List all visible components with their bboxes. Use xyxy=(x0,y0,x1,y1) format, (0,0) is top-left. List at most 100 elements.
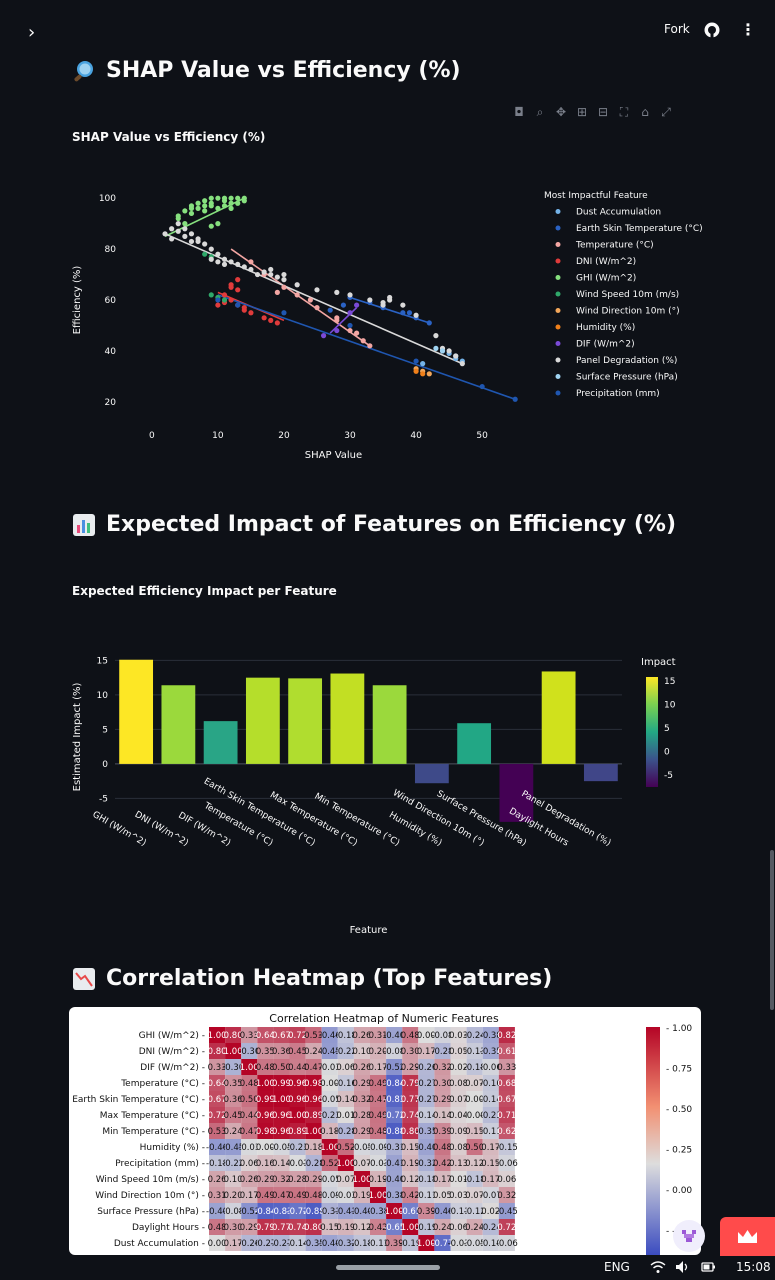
expand-sidebar-icon[interactable]: › xyxy=(28,22,36,43)
heatmap-cell xyxy=(337,1043,354,1059)
zoom-in-icon[interactable]: ⊞ xyxy=(576,105,588,119)
bar xyxy=(583,763,618,782)
heatmap-cell xyxy=(370,1203,387,1219)
streamlit-manage-button[interactable] xyxy=(720,1217,775,1257)
data-point xyxy=(202,198,208,204)
heatmap-cell xyxy=(450,1075,467,1091)
data-point xyxy=(281,284,287,290)
heatmap-cell-value: -0.46 xyxy=(319,1031,341,1041)
heatmap-cell-value: 0.48 xyxy=(433,1143,452,1153)
heatmap-cell xyxy=(482,1059,499,1075)
heatmap-cell xyxy=(241,1027,258,1043)
legend-marker xyxy=(555,374,561,379)
data-point xyxy=(215,251,221,257)
heatmap-cell xyxy=(273,1123,290,1139)
heatmap-cell xyxy=(370,1075,387,1091)
page-scrollbar[interactable] xyxy=(770,850,774,1010)
heatmap-cell xyxy=(305,1091,322,1107)
heatmap-cell xyxy=(337,1203,354,1219)
heatmap-cell-value: 1.00 xyxy=(304,1127,323,1137)
corr-section-title-text: Correlation Heatmap (Top Features) xyxy=(106,966,553,991)
fork-button[interactable]: Fork xyxy=(664,22,690,36)
legend-marker xyxy=(555,209,561,214)
bar xyxy=(245,677,280,764)
heatmap-cell-value: 0.79 xyxy=(256,1223,275,1233)
heatmap-cell-value: 0.12 xyxy=(352,1223,371,1233)
heatmap-cell xyxy=(466,1075,483,1091)
heatmap-cell xyxy=(370,1027,387,1043)
heatmap-cell-value: 0.68 xyxy=(497,1079,516,1089)
colorbar-tick: 5 xyxy=(664,724,670,734)
heatmap-cell-value: 0.77 xyxy=(401,1095,420,1105)
heatmap-cell-value: 0.47 xyxy=(272,1191,291,1201)
data-point xyxy=(347,322,353,329)
heatmap-cell-value: -0.46 xyxy=(206,1143,228,1153)
heatmap-cell xyxy=(353,1123,370,1139)
shap-scatter-chart[interactable]: 20 40 60 80 100 0 10 20 30 40 50 SHAP Value Efficien… xyxy=(60,180,720,470)
heatmap-cell-value: -0.31 xyxy=(383,1143,405,1153)
heatmap-cell xyxy=(225,1123,242,1139)
battery-icon[interactable] xyxy=(700,1260,716,1274)
heatmap-cell-value: 1.00 xyxy=(369,1191,388,1201)
heatmap-cell-value: 0.50 xyxy=(272,1063,291,1073)
home-icon[interactable]: ⌂ xyxy=(641,105,649,119)
x-tick-label: 20 xyxy=(278,431,290,441)
heatmap-cell xyxy=(305,1027,322,1043)
heatmap-cell-value: 0.01 xyxy=(449,1175,468,1185)
heatmap-cell xyxy=(370,1059,387,1075)
fullscreen-icon[interactable]: ⤢ xyxy=(661,105,671,119)
data-point xyxy=(235,277,241,283)
heatmap-cell xyxy=(321,1123,338,1139)
zoom-icon[interactable]: ⌕ xyxy=(536,105,544,119)
heatmap-cell-value: 0.15 xyxy=(320,1223,339,1233)
home-handle[interactable] xyxy=(336,1265,440,1270)
heatmap-cell-value: -0.27 xyxy=(270,1239,292,1249)
heatmap-cell-value: 0.53 xyxy=(208,1127,227,1137)
heatmap-cell-value: 0.82 xyxy=(497,1031,516,1041)
heatmap-cell-value: 0.64 xyxy=(208,1079,227,1089)
heatmap-cell-value: -0.46 xyxy=(431,1207,453,1217)
wifi-icon[interactable] xyxy=(650,1260,666,1274)
data-point xyxy=(446,348,452,354)
zoom-out-icon[interactable]: ⊟ xyxy=(597,105,609,119)
heatmap-cell xyxy=(305,1187,322,1203)
heatmap-cell xyxy=(273,1171,290,1187)
language-indicator[interactable]: ENG xyxy=(604,1260,630,1274)
data-point xyxy=(347,310,353,316)
camera-icon[interactable]: ◘ xyxy=(514,105,524,119)
heatmap-cell xyxy=(321,1043,338,1059)
heatmap-cell-value: 0.33 xyxy=(497,1063,516,1073)
heatmap-cell xyxy=(482,1155,499,1171)
data-point xyxy=(439,348,446,354)
github-icon[interactable] xyxy=(704,22,720,38)
data-point xyxy=(406,310,413,316)
y-axis-title: Estimated Impact (%) xyxy=(72,683,83,792)
heatmap-cell-value: -0.11 xyxy=(448,1207,470,1217)
heatmap-cell-value: -0.40 xyxy=(351,1207,373,1217)
heatmap-cell-value: -0.22 xyxy=(222,1159,244,1169)
heatmap-cell xyxy=(434,1203,451,1219)
heatmap-cell xyxy=(482,1139,499,1155)
heatmap-cell xyxy=(257,1219,274,1235)
heatmap-cell-value: 0.29 xyxy=(304,1175,323,1185)
heatmap-cell-value: 0.44 xyxy=(240,1111,259,1121)
heatmap-cell xyxy=(450,1107,467,1123)
heatmap-cell xyxy=(353,1235,370,1251)
volume-icon[interactable] xyxy=(675,1260,691,1274)
assistant-avatar-button[interactable] xyxy=(673,1220,705,1252)
heatmap-cell-value: 0.19 xyxy=(336,1223,355,1233)
data-point xyxy=(334,317,340,323)
heatmap-cell xyxy=(353,1043,370,1059)
data-point xyxy=(334,289,340,295)
heatmap-cell-value: -0.22 xyxy=(335,1047,357,1057)
autoscale-icon[interactable]: ⛶ xyxy=(619,105,629,119)
heatmap-cell xyxy=(337,1155,354,1171)
data-point xyxy=(182,226,188,232)
heatmap-cell-value: -0.31 xyxy=(319,1207,341,1217)
heatmap-cell-value: 0.06 xyxy=(336,1063,355,1073)
pan-icon[interactable]: ✥ xyxy=(555,105,567,119)
data-point xyxy=(479,383,485,390)
main-menu-icon[interactable]: ⋮ xyxy=(740,20,756,39)
heatmap-cell xyxy=(289,1203,306,1219)
